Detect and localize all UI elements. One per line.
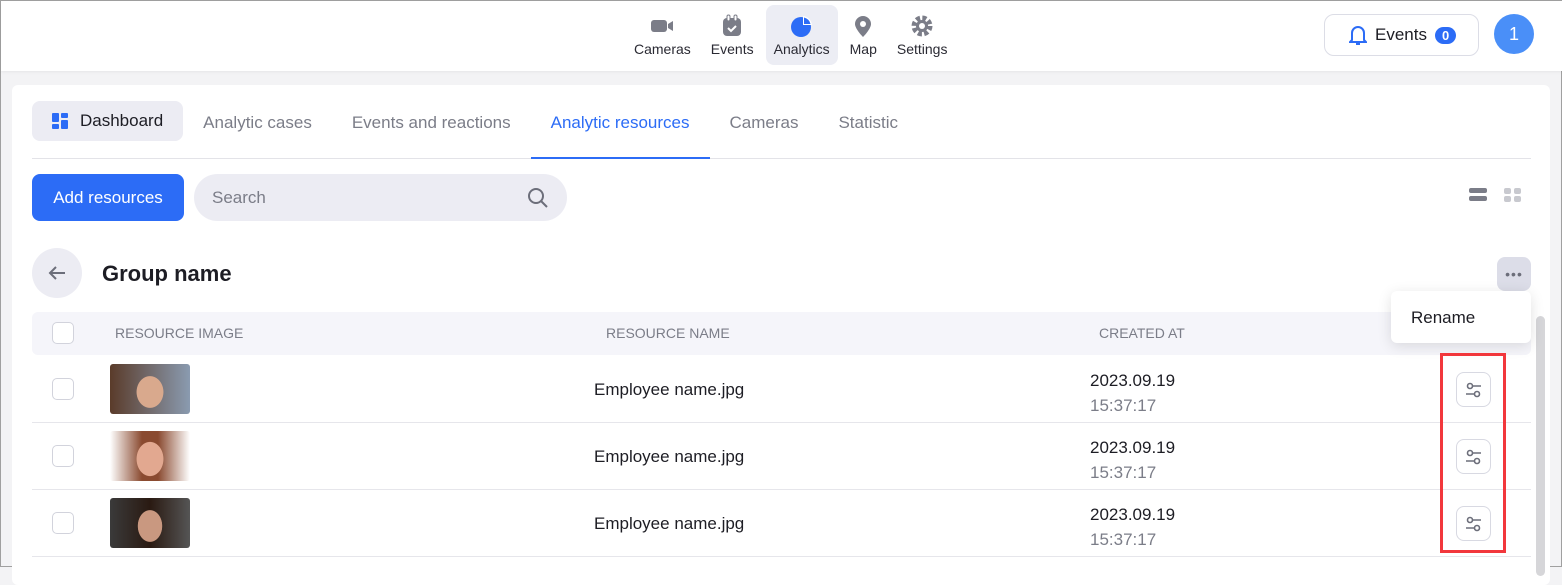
tab-cameras[interactable]: Cameras	[729, 113, 799, 132]
gear-icon	[911, 15, 933, 36]
nav-settings[interactable]: Settings	[889, 5, 956, 65]
arrow-left-icon	[48, 266, 65, 280]
settings-button[interactable]	[1456, 506, 1491, 541]
table-row: Employee name.jpg 2023.09.19 15:37:17	[32, 490, 1531, 557]
settings-button[interactable]	[1456, 439, 1491, 474]
dashboard-icon	[52, 113, 68, 129]
settings-button[interactable]	[1456, 372, 1491, 407]
main-nav: Cameras Events Analytics Map Settings	[626, 5, 959, 65]
nav-cameras[interactable]: Cameras	[626, 5, 699, 65]
nav-events[interactable]: Events	[703, 5, 762, 65]
row-checkbox[interactable]	[52, 378, 74, 400]
tab-events-and-reactions[interactable]: Events and reactions	[351, 113, 511, 132]
sliders-icon	[1465, 382, 1481, 397]
table-row: Employee name.jpg 2023.09.19 15:37:17	[32, 356, 1531, 423]
tab-analytic-cases[interactable]: Analytic cases	[203, 113, 312, 132]
resource-image	[110, 431, 190, 481]
nav-map[interactable]: Map	[842, 5, 885, 65]
tab-bar: Dashboard Analytic cases Events and reac…	[32, 101, 1531, 159]
search-input[interactable]	[212, 187, 512, 208]
select-all-checkbox[interactable]	[52, 322, 74, 344]
row-checkbox[interactable]	[52, 512, 74, 534]
map-pin-icon	[855, 15, 872, 37]
more-options-button[interactable]: •••	[1497, 257, 1531, 291]
ellipsis-icon: •••	[1505, 266, 1523, 282]
search-field	[194, 174, 567, 221]
highlight-box	[1440, 353, 1506, 553]
camera-icon	[651, 19, 674, 32]
row-checkbox[interactable]	[52, 445, 74, 467]
scrollbar[interactable]	[1536, 316, 1545, 576]
events-button[interactable]: Events 0	[1324, 14, 1479, 56]
context-menu: Rename	[1391, 291, 1531, 343]
pie-chart-icon	[790, 15, 812, 37]
top-bar: Cameras Events Analytics Map Settings Ev…	[1, 1, 1562, 71]
list-view-icon[interactable]	[1469, 187, 1487, 203]
sliders-icon	[1465, 449, 1481, 464]
nav-analytics[interactable]: Analytics	[765, 5, 838, 65]
table-header: RESOURCE IMAGE RESOURCE NAME CREATED AT	[32, 312, 1531, 355]
bell-icon	[1349, 26, 1367, 45]
tab-dashboard[interactable]: Dashboard	[32, 101, 184, 141]
avatar[interactable]: 1	[1494, 14, 1534, 54]
add-resources-button[interactable]: Add resources	[32, 174, 184, 221]
menu-item-rename[interactable]: Rename	[1411, 308, 1476, 327]
view-toggle	[1469, 187, 1522, 203]
table-row: Employee name.jpg 2023.09.19 15:37:17	[32, 423, 1531, 490]
group-title: Group name	[102, 261, 232, 286]
tab-analytic-resources[interactable]: Analytic resources	[530, 101, 710, 159]
resource-image	[110, 364, 190, 414]
grid-view-icon[interactable]	[1504, 187, 1522, 203]
sliders-icon	[1465, 516, 1481, 531]
calendar-check-icon	[723, 14, 742, 36]
back-button[interactable]	[32, 248, 82, 298]
resource-image	[110, 498, 190, 548]
tab-statistic[interactable]: Statistic	[838, 113, 898, 132]
search-icon[interactable]	[527, 187, 549, 209]
events-count-badge: 0	[1434, 26, 1457, 44]
content-card: Dashboard Analytic cases Events and reac…	[12, 85, 1550, 585]
